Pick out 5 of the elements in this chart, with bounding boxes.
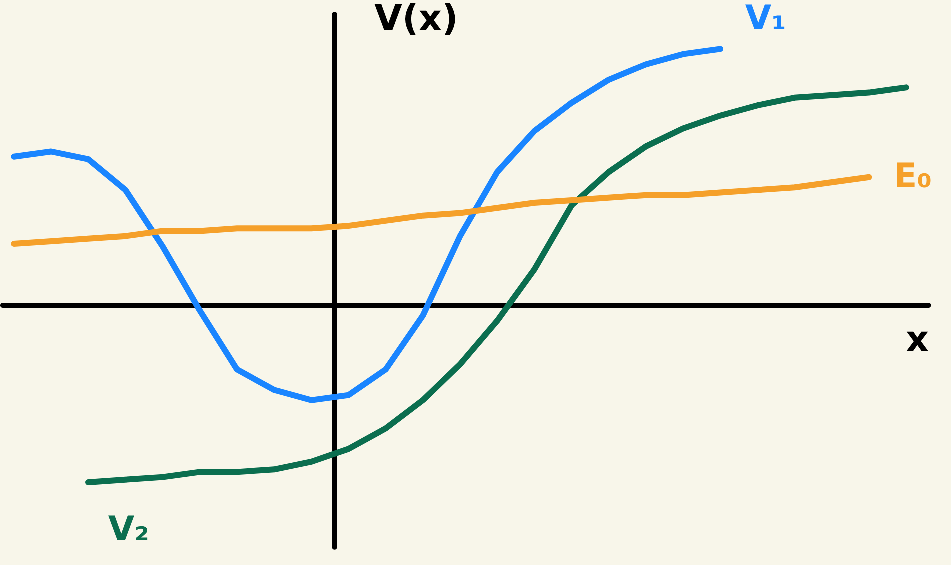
series-label: E₀ (894, 156, 932, 196)
y-axis-title: V(x) (374, 0, 458, 40)
series-label: V₁ (745, 0, 786, 38)
x-axis-title: x (906, 319, 930, 360)
series-label: V₂ (108, 509, 150, 548)
